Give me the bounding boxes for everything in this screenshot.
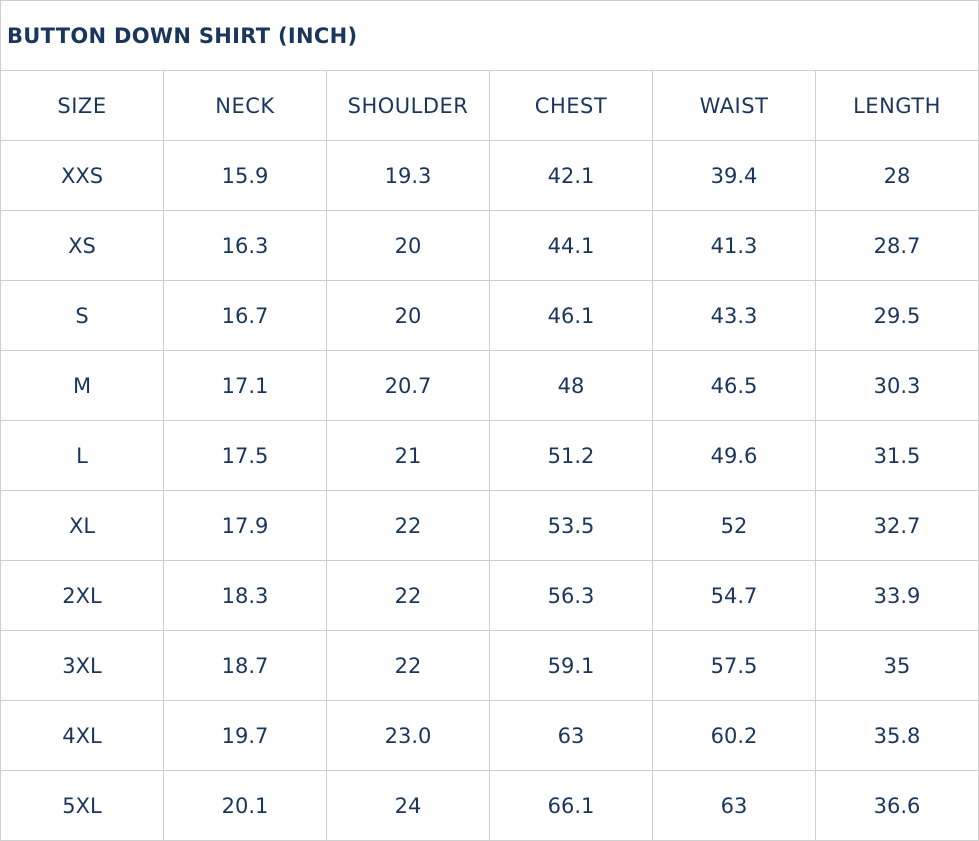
cell-waist: 41.3	[652, 210, 816, 281]
cell-length: 32.7	[814, 490, 979, 561]
cell-neck: 18.7	[163, 630, 327, 701]
cell-chest: 46.1	[489, 280, 653, 351]
cell-length: 29.5	[814, 280, 979, 351]
cell-neck: 20.1	[163, 770, 327, 841]
column-header-shoulder: SHOULDER	[326, 70, 490, 141]
cell-chest: 42.1	[489, 140, 653, 211]
cell-size: M	[0, 350, 164, 421]
cell-waist: 43.3	[652, 280, 816, 351]
cell-neck: 18.3	[163, 560, 327, 631]
cell-length: 31.5	[814, 420, 979, 491]
cell-waist: 63	[652, 770, 816, 841]
cell-chest: 44.1	[489, 210, 653, 281]
column-header-chest: CHEST	[489, 70, 653, 141]
title-row: BUTTON DOWN SHIRT (INCH)	[0, 0, 979, 71]
cell-size: S	[0, 280, 164, 351]
table-row: L 17.5 21 51.2 49.6 31.5	[0, 420, 979, 491]
cell-neck: 17.9	[163, 490, 327, 561]
column-header-neck: NECK	[163, 70, 327, 141]
cell-size: XXS	[0, 140, 164, 211]
cell-chest: 56.3	[489, 560, 653, 631]
cell-chest: 48	[489, 350, 653, 421]
cell-shoulder: 20	[326, 210, 490, 281]
cell-length: 36.6	[814, 770, 979, 841]
cell-size: L	[0, 420, 164, 491]
table-row: 5XL 20.1 24 66.1 63 36.6	[0, 770, 979, 841]
cell-chest: 63	[489, 700, 653, 771]
table-row: XXS 15.9 19.3 42.1 39.4 28	[0, 140, 979, 211]
table-row: 3XL 18.7 22 59.1 57.5 35	[0, 630, 979, 701]
cell-length: 35.8	[814, 700, 979, 771]
cell-size: XS	[0, 210, 164, 281]
cell-chest: 53.5	[489, 490, 653, 561]
cell-shoulder: 22	[326, 560, 490, 631]
cell-waist: 49.6	[652, 420, 816, 491]
cell-neck: 17.5	[163, 420, 327, 491]
cell-shoulder: 19.3	[326, 140, 490, 211]
cell-shoulder: 23.0	[326, 700, 490, 771]
cell-waist: 60.2	[652, 700, 816, 771]
cell-neck: 16.7	[163, 280, 327, 351]
cell-waist: 52	[652, 490, 816, 561]
cell-length: 35	[814, 630, 979, 701]
cell-waist: 39.4	[652, 140, 816, 211]
cell-waist: 46.5	[652, 350, 816, 421]
table-row: XL 17.9 22 53.5 52 32.7	[0, 490, 979, 561]
cell-length: 28	[814, 140, 979, 211]
cell-waist: 54.7	[652, 560, 816, 631]
cell-chest: 59.1	[489, 630, 653, 701]
cell-shoulder: 20.7	[326, 350, 490, 421]
cell-size: 2XL	[0, 560, 164, 631]
column-header-size: SIZE	[0, 70, 164, 141]
cell-size: 4XL	[0, 700, 164, 771]
column-header-waist: WAIST	[652, 70, 816, 141]
cell-neck: 17.1	[163, 350, 327, 421]
cell-neck: 19.7	[163, 700, 327, 771]
table-row: S 16.7 20 46.1 43.3 29.5	[0, 280, 979, 351]
cell-shoulder: 22	[326, 630, 490, 701]
cell-length: 30.3	[814, 350, 979, 421]
cell-size: 5XL	[0, 770, 164, 841]
table-title: BUTTON DOWN SHIRT (INCH)	[0, 0, 979, 71]
cell-size: 3XL	[0, 630, 164, 701]
cell-shoulder: 24	[326, 770, 490, 841]
table-row: 2XL 18.3 22 56.3 54.7 33.9	[0, 560, 979, 631]
cell-chest: 51.2	[489, 420, 653, 491]
cell-shoulder: 20	[326, 280, 490, 351]
table-row: M 17.1 20.7 48 46.5 30.3	[0, 350, 979, 421]
table-row: XS 16.3 20 44.1 41.3 28.7	[0, 210, 979, 281]
cell-size: XL	[0, 490, 164, 561]
cell-neck: 15.9	[163, 140, 327, 211]
header-row: SIZE NECK SHOULDER CHEST WAIST LENGTH	[0, 70, 979, 141]
cell-shoulder: 22	[326, 490, 490, 561]
column-header-length: LENGTH	[814, 70, 979, 141]
cell-chest: 66.1	[489, 770, 653, 841]
cell-shoulder: 21	[326, 420, 490, 491]
cell-length: 33.9	[814, 560, 979, 631]
table-row: 4XL 19.7 23.0 63 60.2 35.8	[0, 700, 979, 771]
cell-length: 28.7	[814, 210, 979, 281]
cell-neck: 16.3	[163, 210, 327, 281]
cell-waist: 57.5	[652, 630, 816, 701]
